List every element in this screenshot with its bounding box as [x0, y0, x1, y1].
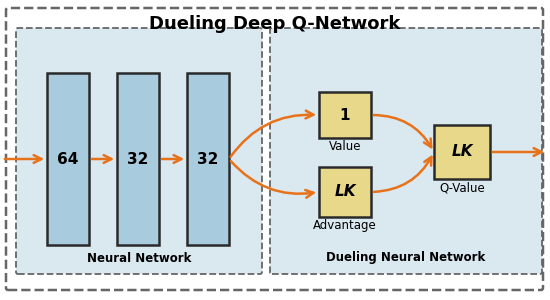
FancyBboxPatch shape	[117, 73, 159, 245]
FancyBboxPatch shape	[270, 28, 542, 274]
Text: Advantage: Advantage	[313, 220, 377, 232]
Text: 32: 32	[127, 152, 148, 166]
FancyBboxPatch shape	[319, 167, 371, 217]
Text: 1: 1	[340, 107, 350, 122]
FancyBboxPatch shape	[16, 28, 262, 274]
Text: LK: LK	[334, 184, 356, 200]
Text: Dueling Neural Network: Dueling Neural Network	[326, 251, 486, 265]
Text: 64: 64	[57, 152, 79, 166]
Text: Neural Network: Neural Network	[87, 251, 191, 265]
FancyBboxPatch shape	[434, 125, 490, 179]
Text: Q-Value: Q-Value	[439, 182, 485, 194]
Text: LK: LK	[451, 145, 473, 160]
FancyBboxPatch shape	[47, 73, 89, 245]
FancyBboxPatch shape	[187, 73, 229, 245]
Text: Dueling Deep Q-Network: Dueling Deep Q-Network	[149, 15, 401, 33]
Text: 32: 32	[197, 152, 219, 166]
FancyBboxPatch shape	[6, 8, 543, 290]
Text: Value: Value	[329, 140, 361, 154]
FancyBboxPatch shape	[319, 92, 371, 138]
